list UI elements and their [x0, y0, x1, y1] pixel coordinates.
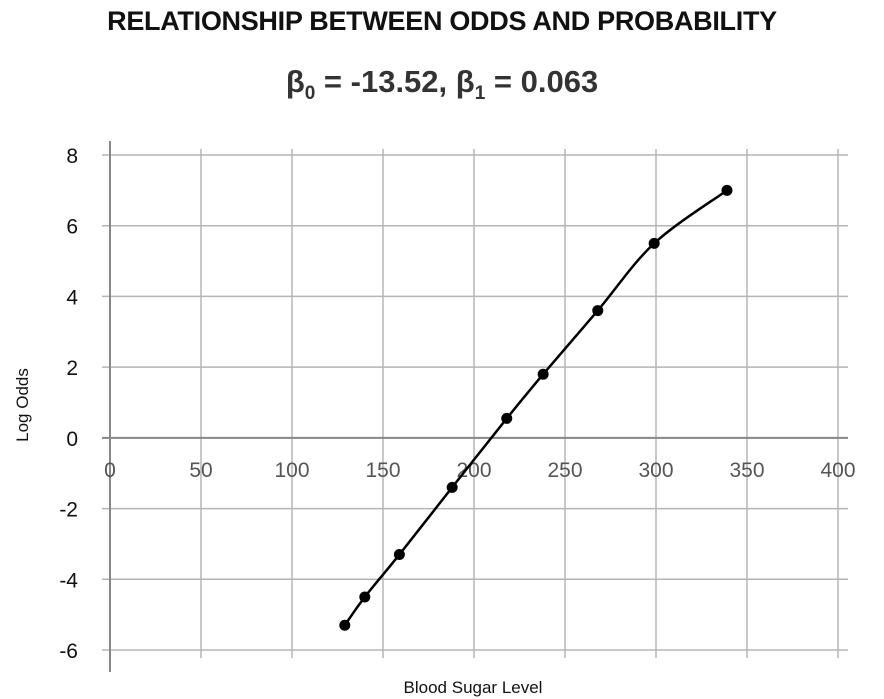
data-point — [393, 549, 405, 561]
y-tick-label: 0 — [66, 428, 78, 451]
data-point — [648, 237, 660, 249]
data-point — [721, 184, 733, 196]
y-tick-label: -4 — [59, 569, 78, 592]
x-tick-label: 50 — [189, 459, 212, 482]
y-tick-label: -2 — [59, 499, 78, 522]
x-tick-label: 100 — [274, 459, 309, 482]
data-point — [359, 591, 371, 603]
y-tick-label: -6 — [59, 640, 78, 663]
x-tick-label: 200 — [456, 459, 491, 482]
data-point — [339, 619, 351, 631]
beta1-symbol: β — [455, 64, 475, 99]
x-tick-label: 0 — [104, 459, 116, 482]
y-tick-label: 2 — [66, 357, 78, 380]
beta1-value: = 0.063 — [485, 64, 599, 99]
data-point — [446, 481, 458, 493]
x-tick-label: 300 — [638, 459, 673, 482]
beta0-symbol: β — [285, 64, 305, 99]
y-tick-label: 8 — [66, 145, 78, 168]
y-axis-label: Log Odds — [13, 368, 32, 442]
chart-title: RELATIONSHIP BETWEEN ODDS AND PROBABILIT… — [107, 6, 777, 36]
series-layer — [339, 184, 733, 631]
grid-lines — [102, 149, 848, 658]
chart-subtitle: β0 = -13.52, β1 = 0.063 — [0, 64, 884, 105]
beta0-subscript: 0 — [304, 83, 316, 105]
data-point — [501, 412, 513, 424]
x-tick-label: 400 — [820, 459, 855, 482]
x-tick-label: 250 — [547, 459, 582, 482]
data-point — [537, 368, 549, 380]
y-tick-label: 6 — [66, 216, 78, 239]
beta1-subscript: 1 — [474, 83, 486, 105]
x-tick-label: 150 — [365, 459, 400, 482]
series-line — [343, 189, 728, 626]
data-point — [592, 305, 604, 317]
x-axis-label: Blood Sugar Level — [404, 678, 543, 697]
beta0-value: = -13.52, — [315, 64, 456, 99]
y-tick-label: 4 — [66, 286, 78, 309]
x-tick-label: 350 — [729, 459, 764, 482]
y-tick-labels: 8 6 4 2 0 -2 -4 -6 — [59, 145, 78, 663]
axes — [102, 141, 848, 672]
x-tick-labels: 0 50 100 150 200 250 300 350 400 — [104, 459, 855, 482]
